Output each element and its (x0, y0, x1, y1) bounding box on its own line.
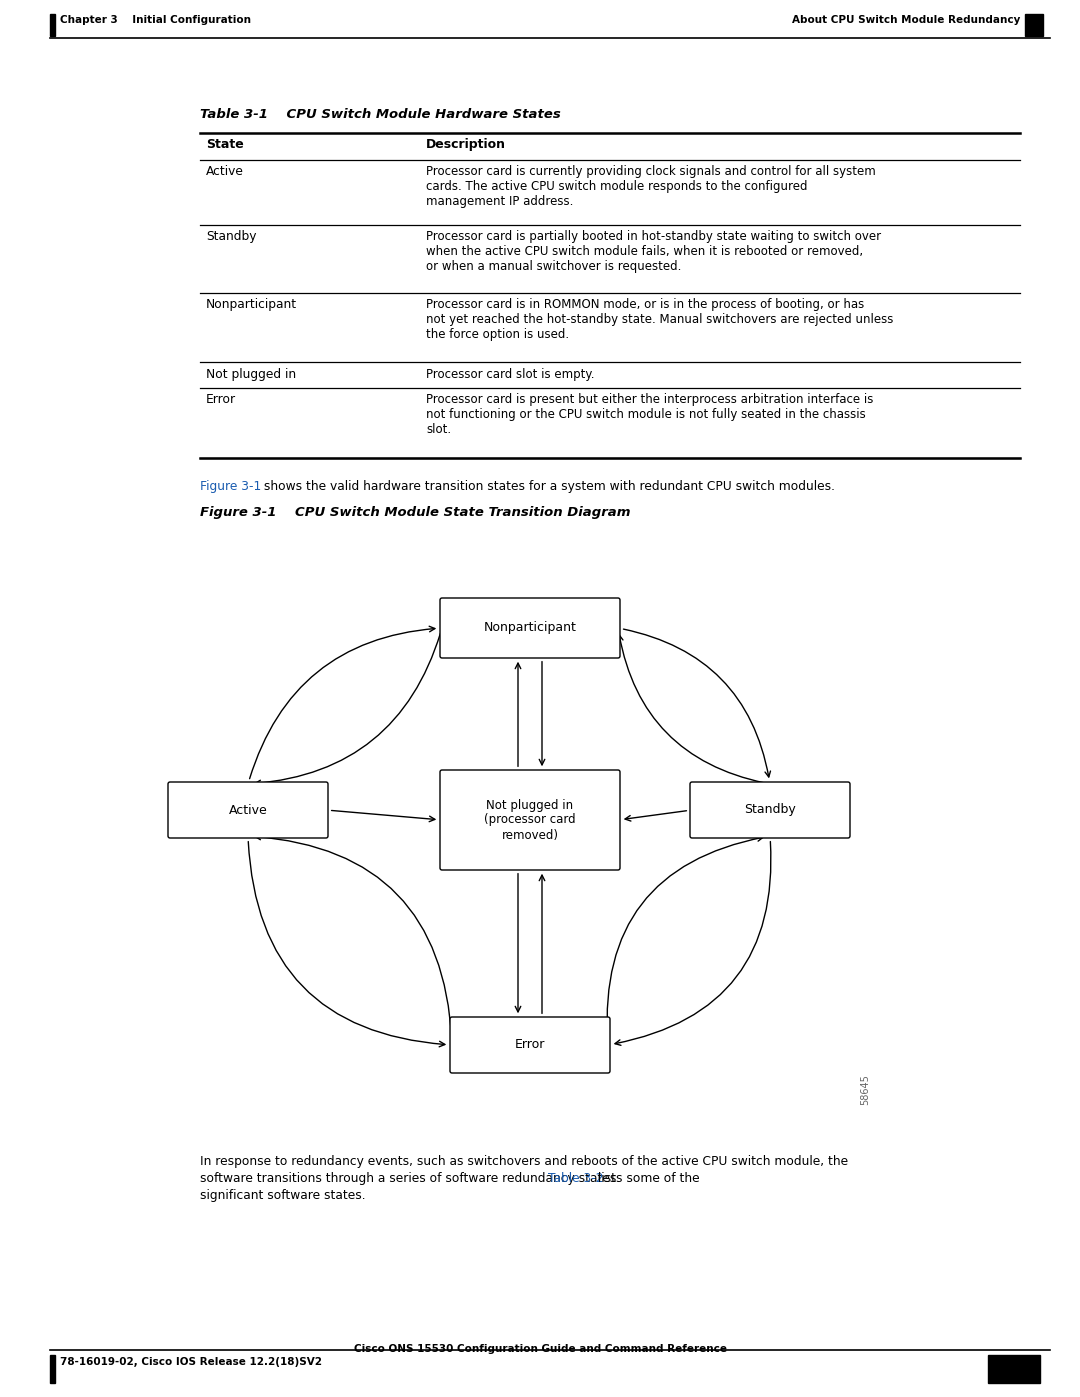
Text: Processor card is in ROMMON mode, or is in the process of booting, or has
not ye: Processor card is in ROMMON mode, or is … (426, 298, 893, 341)
Text: Processor card is partially booted in hot-standby state waiting to switch over
w: Processor card is partially booted in ho… (426, 231, 881, 272)
Text: 58645: 58645 (860, 1074, 870, 1105)
Text: Table 3-2: Table 3-2 (549, 1172, 604, 1185)
Text: Error: Error (515, 1038, 545, 1052)
Text: Not plugged in: Not plugged in (206, 367, 296, 381)
FancyBboxPatch shape (440, 770, 620, 870)
Text: In response to redundancy events, such as switchovers and reboots of the active : In response to redundancy events, such a… (200, 1155, 848, 1168)
Text: State: State (206, 138, 244, 151)
Bar (988, 1355, 1040, 1383)
FancyBboxPatch shape (450, 1017, 610, 1073)
Text: Nonparticipant: Nonparticipant (484, 622, 577, 634)
Text: 3-13: 3-13 (997, 1362, 1030, 1376)
Text: Standby: Standby (744, 803, 796, 816)
Text: Standby: Standby (206, 231, 257, 243)
Bar (50, 1355, 55, 1383)
Text: Processor card slot is empty.: Processor card slot is empty. (426, 367, 594, 381)
Text: Figure 3-1    CPU Switch Module State Transition Diagram: Figure 3-1 CPU Switch Module State Trans… (200, 506, 631, 520)
Text: Table 3-1    CPU Switch Module Hardware States: Table 3-1 CPU Switch Module Hardware Sta… (200, 108, 561, 122)
Text: 78-16019-02, Cisco IOS Release 12.2(18)SV2: 78-16019-02, Cisco IOS Release 12.2(18)S… (60, 1356, 322, 1368)
Text: Active: Active (206, 165, 244, 177)
Bar (50, 14, 55, 36)
Text: About CPU Switch Module Redundancy: About CPU Switch Module Redundancy (792, 15, 1020, 25)
Text: Figure 3-1: Figure 3-1 (200, 481, 261, 493)
Text: Nonparticipant: Nonparticipant (206, 298, 297, 312)
Text: Processor card is currently providing clock signals and control for all system
c: Processor card is currently providing cl… (426, 165, 876, 208)
Text: Description: Description (426, 138, 507, 151)
Text: Processor card is present but either the interprocess arbitration interface is
n: Processor card is present but either the… (426, 393, 874, 436)
Text: Chapter 3    Initial Configuration: Chapter 3 Initial Configuration (60, 15, 251, 25)
Text: Active: Active (229, 803, 268, 816)
FancyBboxPatch shape (168, 782, 328, 838)
Bar (1025, 14, 1043, 36)
Text: lists some of the: lists some of the (594, 1172, 700, 1185)
Text: significant software states.: significant software states. (200, 1189, 366, 1201)
FancyBboxPatch shape (440, 598, 620, 658)
Text: Cisco ONS 15530 Configuration Guide and Command Reference: Cisco ONS 15530 Configuration Guide and … (353, 1344, 727, 1354)
Text: software transitions through a series of software redundancy states.: software transitions through a series of… (200, 1172, 624, 1185)
Text: Not plugged in
(processor card
removed): Not plugged in (processor card removed) (484, 799, 576, 841)
FancyBboxPatch shape (690, 782, 850, 838)
Text: Error: Error (206, 393, 237, 407)
Text: shows the valid hardware transition states for a system with redundant CPU switc: shows the valid hardware transition stat… (260, 481, 835, 493)
